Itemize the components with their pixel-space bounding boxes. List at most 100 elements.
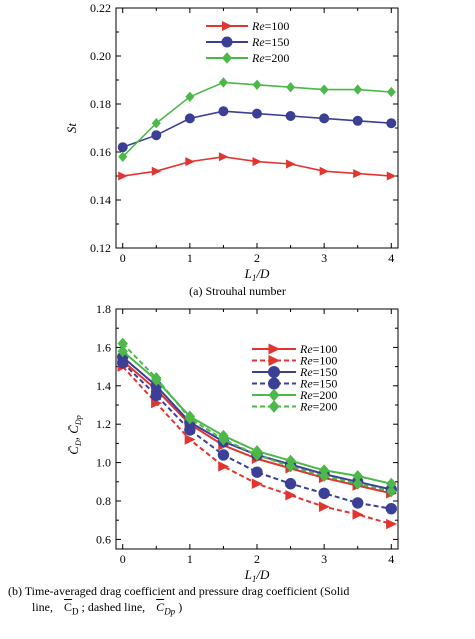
panel-b-series-5 (117, 337, 397, 498)
panel-a-xtick-label: 4 (388, 251, 394, 265)
panel-a-data-point (218, 106, 229, 117)
panel-b-xtick-label: 2 (254, 552, 260, 566)
panel-a-data-point (352, 115, 363, 126)
panel-a-data-point (117, 142, 128, 153)
panel-b-data-point (217, 449, 230, 461)
panel-b-xtick-label: 4 (388, 552, 394, 566)
panel-b-data-point (117, 337, 128, 350)
caption-b-line1: (b) Time-averaged drag coefficient and p… (8, 584, 350, 598)
panel-b-ytick-label: 1.0 (96, 456, 111, 470)
panel-a-data-point (151, 166, 162, 176)
panel-b-data-point (352, 477, 363, 490)
panel-a-x-axis-label: L1/D (244, 266, 270, 283)
panel-a-data-point (118, 171, 128, 181)
panel-b-data-point (184, 412, 196, 425)
panel-a-legend-marker (222, 21, 233, 31)
panel-b-data-point (284, 478, 297, 490)
panel-a-legend-label: Re=150 (251, 35, 289, 49)
panel-a-y-axis-label: St (64, 123, 79, 134)
panel-a-data-point (218, 152, 229, 162)
caption-b-line2: line, CD ; dashed line, CDp ) (8, 599, 473, 619)
panel-b-data-point (386, 518, 398, 530)
panel-b-data-point (285, 490, 297, 501)
panel-a-xtick-label: 1 (187, 251, 193, 265)
panel-a-series-0 (118, 152, 397, 181)
panel-a-data-point (319, 84, 329, 95)
panel-b-ytick-label: 1.6 (96, 340, 111, 354)
panel-b-series-1 (117, 361, 398, 530)
panel-a-data-point (252, 79, 262, 90)
panel-b-data-point (251, 478, 263, 489)
panel-b-ytick-label: 1.2 (96, 417, 111, 431)
panel-b-data-point (318, 487, 330, 500)
panel-b-x-axis-label: L1/D (244, 567, 270, 584)
panel-b-xtick-label: 3 (321, 552, 327, 566)
panel-a-ytick-label: 0.18 (90, 97, 111, 111)
panel-b-ytick-label: 1.4 (96, 379, 111, 393)
panel-a-series-2 (118, 77, 396, 162)
panel-b-data-point (117, 345, 128, 358)
panel-b-data-point (285, 460, 296, 473)
panel-b-legend-label: Re=150 (299, 365, 337, 379)
panel-a-data-point (184, 113, 195, 124)
panel-a-series-1 (117, 106, 397, 153)
panel-b-chart: 0 1 2 3 4 0.6 0.8 1.0 1.2 1.4 1.6 1.8 L1/D C̄D, C̄Dp R… (66, 302, 399, 584)
panel-b-legend-marker (268, 388, 280, 402)
panel-a-data-point (386, 86, 396, 98)
panel-a-xtick-label: 2 (254, 251, 260, 265)
panel-b-legend-label: Re=200 (299, 400, 337, 414)
panel-b-legend-marker (268, 355, 281, 366)
panel-b-data-point (352, 497, 364, 509)
panel-a-data-point (151, 118, 161, 129)
panel-a-legend-marker (221, 36, 233, 48)
panel-a-legend: Re=100 Re=150 Re=200 (206, 19, 289, 65)
panel-a-ytick-label: 0.22 (90, 1, 111, 15)
caption-b-text-1: line, (32, 600, 53, 614)
panel-b-data-point (184, 424, 196, 436)
panel-b-legend-marker (268, 377, 280, 390)
panel-b-data-point (385, 502, 397, 515)
panel-b-data-point (151, 372, 162, 385)
panel-a-xtick-label: 3 (321, 251, 327, 265)
panel-b-data-point (386, 485, 397, 498)
panel-b-legend-label: Re=150 (299, 377, 337, 391)
panel-a-data-point (252, 157, 262, 167)
panel-b-legend-marker (268, 400, 280, 413)
panel-b-data-point (117, 357, 129, 369)
panel-b-data-point (218, 433, 229, 446)
panel-a-data-point (151, 130, 162, 141)
panel-b-legend-marker (268, 366, 280, 378)
panel-a-data-point (252, 108, 262, 119)
panel-a-ytick-label: 0.12 (90, 241, 111, 255)
panel-b-data-point (150, 389, 162, 402)
panel-b-data-point (318, 470, 330, 483)
panel-a-ytick-label: 0.20 (90, 49, 111, 63)
panel-a-data-point (386, 171, 397, 181)
panel-a-ytick-label: 0.16 (90, 145, 111, 159)
panel-a-data-point (319, 166, 330, 176)
panel-a-data-point (185, 91, 195, 102)
panel-b-legend-label: Re=100 (299, 342, 337, 356)
panel-b-ytick-label: 1.8 (96, 302, 111, 316)
caption-b-cdp-symbol: C (156, 600, 165, 614)
panel-b-xtick-label: 0 (120, 552, 126, 566)
panel-a-data-point (285, 111, 296, 121)
caption-b: (b) Time-averaged drag coefficient and p… (8, 583, 473, 619)
panel-b-data-point (218, 461, 230, 472)
panel-b-xtick-label: 1 (187, 552, 193, 566)
panel-b-data-point (352, 470, 363, 483)
panel-a-xtick-label: 0 (120, 251, 126, 265)
panel-a-data-point (218, 77, 228, 88)
panel-b-data-point (251, 466, 263, 478)
panel-b-data-point (251, 448, 263, 461)
panel-b-data-point (318, 501, 330, 512)
panel-b-legend-label: Re=100 (299, 354, 337, 368)
panel-b-series-line (122, 362, 392, 510)
panel-b-series-3 (117, 357, 397, 515)
panel-a-data-point (353, 169, 363, 179)
caption-b-cdp-sub: Dp (164, 606, 176, 617)
panel-a-data-point (386, 118, 397, 129)
